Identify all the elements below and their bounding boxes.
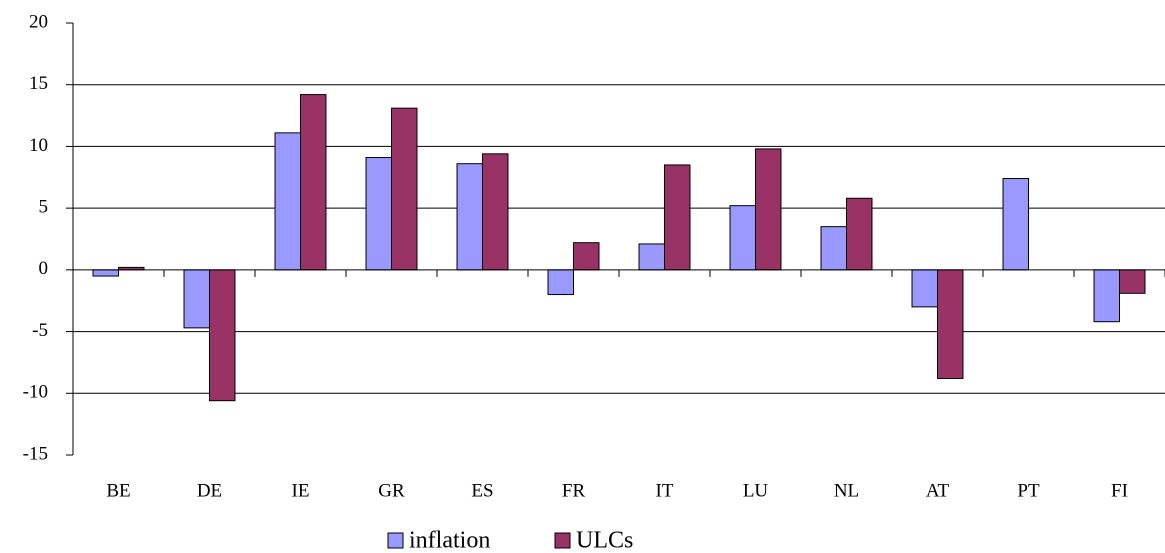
x-tick-label: DE — [197, 480, 222, 501]
y-tick-label: -10 — [23, 382, 48, 403]
y-tick-label: 15 — [29, 73, 48, 94]
bar — [1002, 178, 1030, 271]
bar — [755, 148, 782, 271]
x-tick-label: IE — [292, 480, 310, 501]
legend-label: ULCs — [576, 528, 633, 553]
bar — [573, 242, 600, 271]
bar — [664, 164, 691, 271]
legend: inflation ULCs — [387, 528, 633, 553]
bar — [820, 226, 848, 271]
x-tick-label: FI — [1111, 480, 1128, 501]
bar — [209, 269, 236, 402]
y-tick-label: -15 — [23, 443, 48, 464]
x-tick-label: AT — [926, 480, 950, 501]
bar — [456, 163, 483, 271]
x-tick-label: LU — [743, 480, 769, 501]
bar — [391, 107, 418, 271]
bar — [300, 94, 327, 271]
bar — [729, 205, 757, 271]
bar — [482, 153, 509, 271]
bar — [274, 132, 301, 271]
y-tick-label: 5 — [39, 197, 49, 218]
x-tick-label: NL — [834, 480, 859, 501]
legend-swatch — [554, 532, 571, 549]
x-tick-label: FR — [562, 480, 586, 501]
legend-label: inflation — [409, 528, 490, 553]
x-tick-label: ES — [471, 480, 493, 501]
y-tick-label: 10 — [29, 135, 48, 156]
x-tick-label: GR — [378, 480, 405, 501]
x-tick-label: BE — [106, 480, 130, 501]
y-tick-label: 0 — [39, 258, 49, 279]
bar — [1119, 269, 1146, 294]
bar — [846, 197, 873, 271]
y-tick-label: 20 — [29, 11, 48, 32]
bar — [1093, 269, 1121, 323]
x-tick-label: PT — [1017, 480, 1040, 501]
bar — [911, 269, 939, 308]
bar — [183, 269, 211, 329]
bar — [638, 243, 666, 271]
bar — [937, 269, 964, 379]
y-tick-label: -5 — [32, 320, 48, 341]
x-tick-label: IT — [656, 480, 674, 501]
bar — [365, 157, 392, 271]
bar — [547, 269, 575, 296]
bar — [92, 269, 119, 277]
legend-swatch — [387, 532, 404, 549]
